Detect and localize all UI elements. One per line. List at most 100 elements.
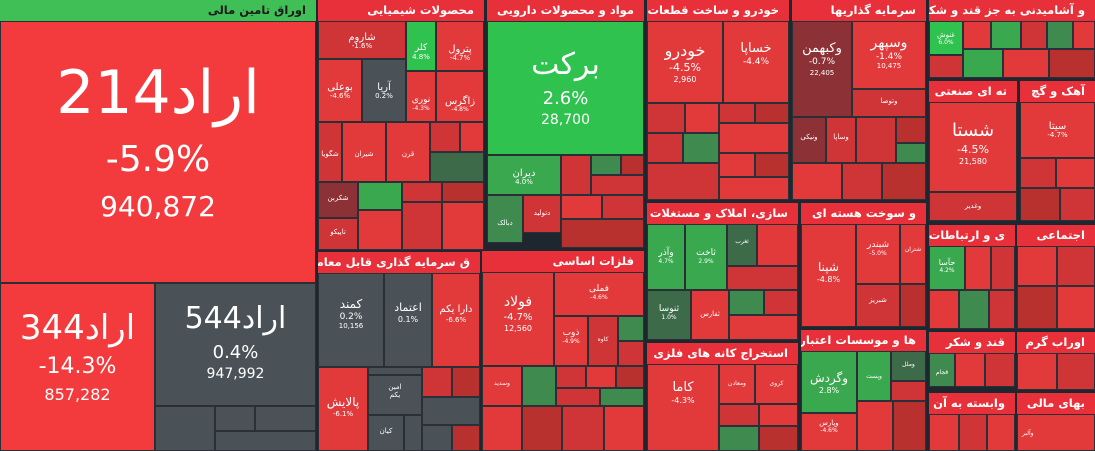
pharma-small-tile[interactable] [561, 155, 591, 195]
bond-small-tile[interactable] [215, 431, 316, 451]
auto-small-tile[interactable] [685, 103, 719, 133]
auto-small-tile[interactable] [755, 153, 789, 177]
mine-small-tile[interactable] [759, 426, 798, 451]
etf-small-tile[interactable] [452, 425, 480, 451]
chem-small-tile[interactable] [442, 202, 484, 250]
metal-small-tile[interactable] [522, 366, 556, 406]
bev-small-tile[interactable] [929, 55, 963, 78]
bev-small-tile[interactable] [1003, 49, 1049, 78]
tile-ghgosh[interactable]: غنوش 6.0% [929, 21, 963, 55]
etf-small-tile[interactable] [368, 367, 422, 375]
tile-darayekom[interactable]: دارا یکم -6.6% [432, 273, 480, 367]
tile-sakhat[interactable]: ثاخت 2.9% [685, 224, 727, 290]
cer-small-tile[interactable] [1057, 353, 1095, 390]
auto-small-tile[interactable] [647, 163, 719, 200]
tile-barekat[interactable]: برکت 2.6% 28,700 [487, 21, 644, 155]
bev-small-tile[interactable] [1073, 21, 1095, 49]
const-small-tile[interactable] [729, 290, 764, 315]
mine-small-tile[interactable] [759, 404, 798, 426]
tile-petrol[interactable]: پترول -4.7% [436, 21, 484, 71]
tile-kram[interactable]: قرن [386, 122, 430, 182]
sector-header-mining[interactable]: استخراج کانه های فلزی [647, 343, 798, 364]
holding-small-tile[interactable] [842, 163, 882, 200]
sector-header-financial[interactable]: بهای مالی [1017, 393, 1095, 414]
tile-diran[interactable]: دیران 4.0% [487, 155, 561, 195]
chem-small-tile[interactable] [460, 122, 484, 152]
metal-small-tile[interactable] [616, 366, 644, 388]
tile-nouri[interactable]: نوری -4.3% [406, 71, 436, 122]
pharma-small-tile[interactable] [561, 195, 602, 219]
sector-header-etf[interactable]: ق سرمایه گذاری قابل معامله [318, 252, 480, 273]
holding-small-tile[interactable] [792, 163, 842, 200]
bond-small-tile[interactable] [255, 406, 316, 431]
tile-vakbahman[interactable]: وکبهمن -0.7% 22,405 [792, 21, 852, 117]
bank-small-tile[interactable] [857, 401, 893, 451]
sector-header-petroleum[interactable]: و سوخت هسته ای [801, 203, 926, 224]
auto-small-tile[interactable] [647, 103, 685, 133]
soc-small-tile[interactable] [1017, 246, 1057, 286]
tile-zob[interactable]: ذوب -4.9% [554, 316, 588, 366]
auto-small-tile[interactable] [755, 103, 789, 123]
metal-small-tile[interactable] [604, 406, 644, 451]
bev-small-tile[interactable] [1049, 49, 1095, 78]
tile-arad214[interactable]: اراد214 -5.9% 940,872 [0, 21, 316, 283]
tile-safars[interactable]: ثفارس [691, 290, 729, 340]
auto-small-tile[interactable] [719, 103, 755, 123]
chem-small-tile[interactable] [402, 182, 442, 202]
bank-small-tile[interactable] [893, 401, 926, 451]
chem-small-tile[interactable] [358, 182, 402, 210]
chem-small-tile[interactable] [402, 202, 442, 250]
bank-small-tile[interactable] [891, 381, 926, 401]
tile-vasadid[interactable]: وسدید [482, 366, 522, 406]
tile-sanusa[interactable]: ثنوسا 1.0% [647, 290, 691, 340]
etf-small-tile[interactable] [404, 415, 422, 451]
tile-vaparas[interactable]: وپارس -4.6% [801, 413, 857, 451]
tel-small-tile[interactable] [991, 246, 1015, 290]
metal-small-tile[interactable] [482, 406, 522, 451]
pharma-small-tile[interactable] [621, 155, 644, 175]
tile-vasapa[interactable]: وساپا [826, 117, 856, 163]
bev-small-tile[interactable] [1047, 21, 1073, 49]
auto-small-tile[interactable] [683, 133, 719, 163]
sector-header-chemicals[interactable]: محصولات شیمیایی [318, 0, 484, 21]
auto-small-tile[interactable] [719, 153, 755, 177]
bond-small-tile[interactable] [155, 406, 215, 451]
holding-small-tile[interactable] [896, 143, 926, 163]
etf-small-tile[interactable] [422, 397, 480, 425]
pharma-small-tile[interactable] [561, 219, 644, 248]
tile-vaghadir[interactable]: وغدیر [929, 192, 1017, 221]
metal-small-tile[interactable] [618, 316, 644, 341]
tel-small-tile[interactable] [959, 290, 989, 329]
tile-fameli[interactable]: فملی -4.6% [554, 272, 644, 316]
tile-palayesh[interactable]: پالایش -6.1% [318, 367, 368, 451]
sector-header-beverages[interactable]: و آشامیدنی به جز قند و شکر [929, 0, 1095, 21]
sector-header-industrial-chem[interactable]: ته ای صنعتی [929, 81, 1017, 102]
const-small-tile[interactable] [727, 266, 798, 290]
soc-small-tile[interactable] [1057, 246, 1095, 286]
tile-buali[interactable]: بوعلی -4.6% [318, 59, 362, 122]
metal-small-tile[interactable] [556, 388, 600, 406]
tile-vagardesh[interactable]: وگردش 2.8% [801, 351, 857, 413]
tile-vamellal[interactable]: وملل [891, 351, 926, 381]
tile-kala[interactable]: کلر 4.8% [406, 21, 436, 71]
tile-tagari[interactable]: ثغرب [727, 224, 757, 266]
tile-etemad[interactable]: اعتماد 0.1% [384, 273, 432, 367]
mine-small-tile[interactable] [719, 426, 759, 451]
tile-sita[interactable]: سیتا -4.7% [1020, 102, 1095, 158]
tile-dabalak[interactable]: دبالک [487, 195, 523, 243]
sector-header-related[interactable]: وابسته به آن [929, 393, 1015, 414]
tile-zagros[interactable]: زاگرس -4.8% [436, 71, 484, 122]
metal-small-tile[interactable] [586, 366, 616, 388]
tile-shasta[interactable]: شستا -4.5% 21,580 [929, 102, 1017, 192]
tile-shakarbon[interactable]: شکربن [318, 182, 358, 218]
tile-vazar[interactable]: وآذر 4.7% [647, 224, 685, 290]
tel-small-tile[interactable] [989, 290, 1015, 329]
etf-small-tile[interactable] [422, 367, 452, 397]
tile-kian[interactable]: کیان [368, 415, 404, 451]
pharma-small-tile[interactable] [591, 175, 644, 195]
metal-small-tile[interactable] [562, 406, 604, 451]
tile-vaalbor[interactable]: وآلبر [1017, 414, 1095, 451]
sugar-small-tile[interactable] [985, 353, 1015, 387]
bev-small-tile[interactable] [991, 21, 1021, 49]
tile-vanikai[interactable]: ونیکی [792, 117, 826, 163]
